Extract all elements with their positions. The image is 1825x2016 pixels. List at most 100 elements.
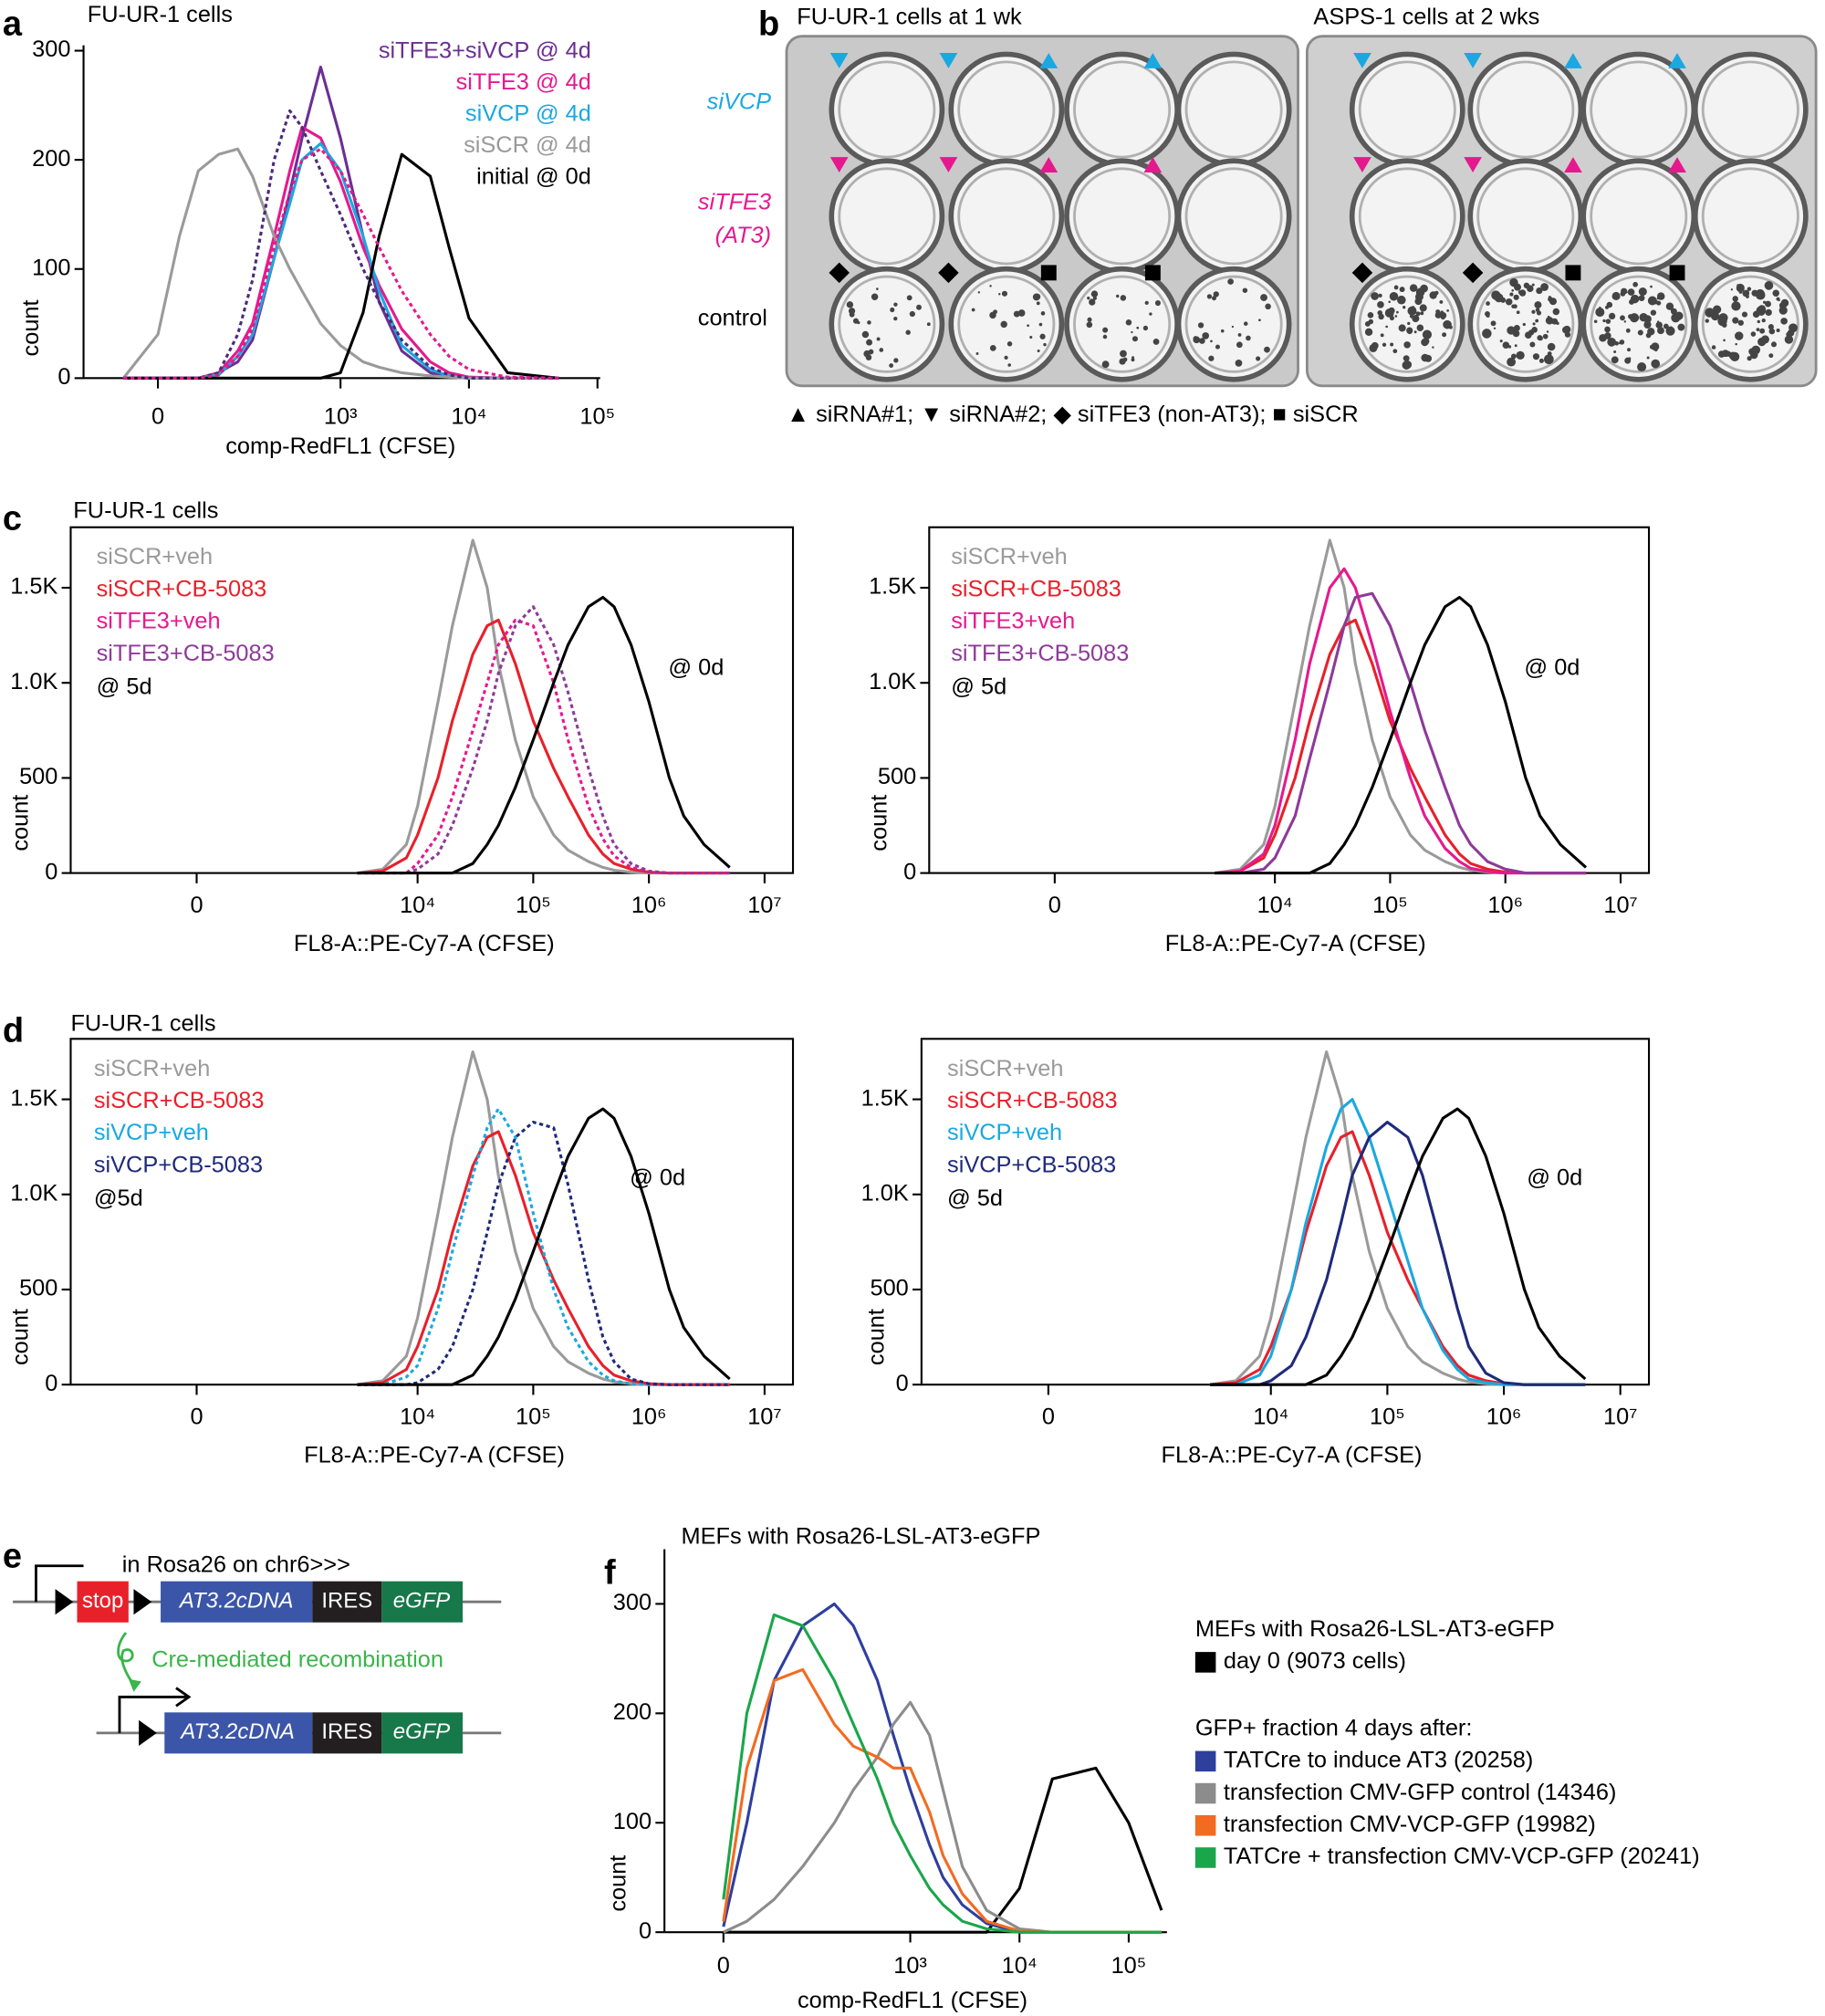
x-axis-label: FL8-A::PE-Cy7-A (CFSE)	[304, 1443, 565, 1468]
colony	[1514, 344, 1517, 348]
chart-title: FU-UR-1 cells	[70, 1011, 215, 1037]
legend-label: siTFE3+veh	[97, 609, 221, 634]
colony	[1131, 330, 1133, 334]
colony	[1090, 290, 1099, 298]
x-tick-label: 10⁵	[1372, 893, 1408, 918]
colony	[1236, 341, 1243, 349]
colony	[1548, 296, 1552, 299]
well	[1175, 266, 1292, 382]
colony	[871, 293, 879, 300]
colony	[1406, 327, 1413, 334]
colony	[1746, 295, 1749, 298]
colony	[1415, 311, 1421, 317]
histogram-line	[1209, 1050, 1586, 1386]
x-tick-label: 10⁷	[747, 1404, 781, 1429]
legend-label: siSCR @ 4d	[464, 132, 591, 158]
legend-label: siVCP+veh	[94, 1120, 209, 1145]
well	[1064, 158, 1180, 275]
colony	[1213, 291, 1219, 298]
panel-label: b	[758, 5, 779, 43]
colony	[1086, 321, 1093, 329]
x-axis-label: FL8-A::PE-Cy7-A (CFSE)	[1162, 1443, 1423, 1468]
x-tick-label: 10⁴	[1253, 1404, 1288, 1429]
well	[1580, 266, 1697, 382]
colony	[1258, 319, 1261, 322]
colony	[1761, 319, 1766, 323]
box-label: IRES	[321, 1589, 372, 1614]
well-inner	[1701, 167, 1799, 266]
legend-label: siSCR+CB-5083	[94, 1088, 265, 1113]
colony	[1722, 322, 1727, 328]
x-tick-label: 0	[717, 1953, 730, 1979]
histogram-line	[357, 1107, 730, 1386]
colony	[879, 348, 884, 352]
histogram-line	[723, 1766, 1163, 1934]
colony	[1747, 356, 1752, 361]
colony	[1507, 357, 1517, 367]
colony	[1625, 328, 1631, 333]
colony	[1757, 319, 1760, 324]
colony	[1670, 308, 1677, 315]
panel-label: f	[604, 1554, 616, 1593]
annotation: @ 0d	[668, 654, 724, 680]
colony	[1017, 309, 1026, 317]
colony	[1036, 301, 1040, 306]
x-tick-label: 0	[190, 1404, 203, 1429]
colony	[1513, 294, 1519, 300]
colony	[1037, 350, 1040, 353]
colony	[1388, 307, 1395, 314]
well	[1692, 266, 1809, 382]
marker	[939, 53, 958, 68]
y-tick-label: 300	[32, 37, 70, 62]
histogram-line	[1215, 567, 1587, 875]
annotation: @ 5d	[97, 674, 152, 699]
legend-label: siSCR+CB-5083	[97, 576, 267, 601]
colony	[1613, 350, 1617, 354]
colony	[1595, 308, 1605, 318]
well-inner	[1590, 167, 1688, 266]
colony	[1604, 326, 1611, 333]
y-axis-label: count	[864, 1309, 890, 1365]
colony	[1756, 288, 1765, 298]
colony	[1650, 309, 1657, 316]
colony	[1264, 346, 1270, 353]
colony	[893, 302, 898, 307]
promoter-arrow	[35, 1564, 84, 1603]
colony	[1547, 342, 1556, 351]
annotation: @ 0d	[1524, 654, 1580, 680]
histogram-line	[123, 147, 559, 380]
marker	[1039, 53, 1058, 68]
loxp	[55, 1589, 74, 1615]
x-tick-label: 10⁵	[516, 1404, 551, 1429]
x-tick-label: 10⁴	[1002, 1953, 1038, 1979]
colony	[1735, 331, 1744, 340]
colony	[1511, 304, 1516, 308]
panel-label: a	[3, 5, 23, 43]
colony	[1732, 296, 1738, 302]
colony	[1764, 281, 1774, 290]
cdna-box	[164, 1712, 313, 1754]
colony	[893, 316, 898, 321]
colony	[1545, 316, 1554, 325]
colony	[861, 330, 870, 339]
colony	[1393, 285, 1399, 290]
construct-diagram	[13, 1564, 502, 1754]
legend-label: siVCP+CB-5083	[94, 1152, 263, 1177]
colony	[1441, 315, 1445, 320]
colony	[1416, 324, 1424, 332]
histogram-line	[723, 1700, 1162, 1934]
y-axis-label: count	[866, 795, 892, 851]
well	[1349, 51, 1465, 168]
colony	[1784, 335, 1794, 344]
colony	[1220, 329, 1225, 333]
marker	[938, 262, 959, 284]
colony	[1412, 306, 1415, 308]
colony	[1432, 346, 1434, 349]
y-tick-label: 0	[903, 859, 916, 884]
legend-label: siSCR+CB-5083	[951, 576, 1121, 601]
colony	[1448, 325, 1453, 329]
chart-title: FU-UR-1 cells	[73, 498, 218, 524]
colony	[1720, 318, 1723, 321]
y-tick-label: 500	[870, 1276, 908, 1301]
well-inner	[957, 167, 1056, 266]
